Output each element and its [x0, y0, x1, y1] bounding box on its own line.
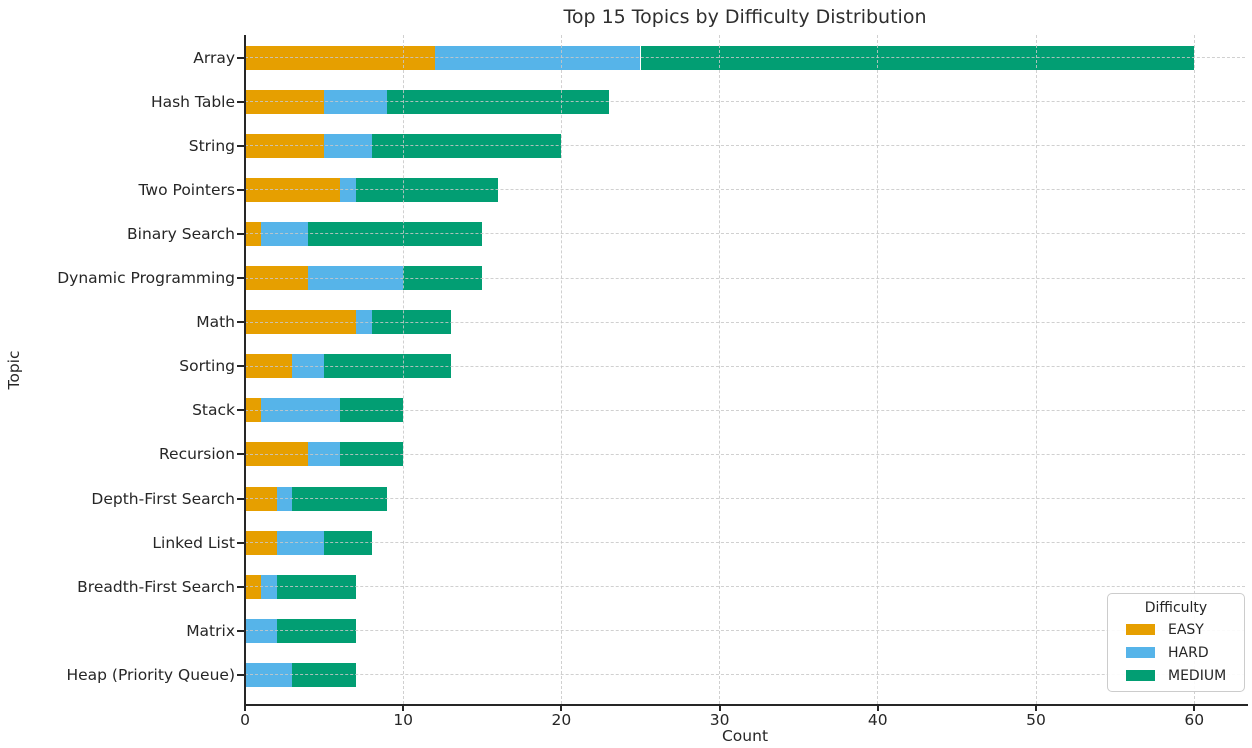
y-tick-label: String: [188, 136, 235, 155]
y-tick-label: Linked List: [152, 533, 235, 552]
y-tick-label: Recursion: [158, 445, 235, 464]
x-gridline: [1035, 35, 1037, 704]
x-tick-mark: [244, 704, 246, 711]
y-tick-label: Binary Search: [127, 224, 235, 243]
x-tick-label: 0: [240, 711, 250, 729]
y-gridline: [245, 542, 1245, 544]
x-tick-mark: [876, 704, 879, 711]
legend-title: Difficulty: [1144, 600, 1208, 616]
legend-swatch-hard: [1126, 647, 1155, 658]
legend-entry-hard: HARD: [1108, 641, 1244, 664]
y-tick-mark: [237, 409, 244, 412]
y-gridline: [245, 145, 1245, 147]
y-gridline: [245, 674, 1245, 676]
x-tick-mark: [1193, 704, 1196, 711]
y-tick-mark: [237, 232, 244, 235]
y-tick-label: Breadth-First Search: [77, 577, 235, 596]
legend-swatch-medium: [1126, 670, 1155, 681]
y-tick-label: Two Pointers: [138, 180, 235, 199]
y-tick-label: Sorting: [179, 357, 235, 376]
x-tick-label: 40: [867, 711, 888, 729]
x-tick-label: 30: [709, 711, 730, 729]
y-gridline: [245, 365, 1245, 367]
x-gridline: [1193, 35, 1195, 704]
y-tick-mark: [237, 321, 244, 324]
y-tick-label: Hash Table: [150, 92, 235, 111]
y-tick-label: Array: [193, 48, 235, 67]
y-tick-mark: [237, 673, 244, 676]
y-tick-mark: [237, 56, 244, 59]
y-gridline: [245, 498, 1245, 499]
legend-label: HARD: [1168, 644, 1209, 661]
y-tick-mark: [237, 188, 244, 191]
y-gridline: [245, 57, 1245, 58]
legend-swatch-easy: [1126, 624, 1155, 635]
legend-label: MEDIUM: [1168, 667, 1227, 684]
x-tick-mark: [1035, 704, 1037, 711]
x-tick-mark: [718, 704, 721, 711]
y-gridline: [245, 101, 1245, 103]
x-axis-label: Count: [721, 727, 769, 745]
y-tick-label: Stack: [192, 401, 235, 420]
x-tick-label: 20: [551, 711, 572, 729]
y-gridline: [245, 630, 1245, 632]
x-gridline: [560, 35, 562, 704]
y-gridline: [245, 586, 1245, 588]
x-tick-mark: [402, 704, 405, 711]
y-tick-mark: [237, 277, 244, 279]
y-tick-mark: [237, 100, 244, 103]
legend-entry-medium: MEDIUM: [1108, 664, 1244, 687]
y-gridline: [245, 277, 1245, 279]
legend-items: EASY HARD MEDIUM: [1108, 618, 1244, 687]
x-tick-label: 60: [1184, 711, 1205, 729]
y-tick-mark: [237, 365, 244, 368]
x-gridline: [719, 35, 721, 704]
x-tick-mark: [560, 704, 563, 711]
y-tick-label: Math: [196, 313, 235, 332]
legend-entry-easy: EASY: [1108, 618, 1244, 641]
x-gridline: [402, 35, 404, 704]
x-tick-label: 10: [393, 711, 414, 729]
y-gridline: [245, 453, 1245, 455]
y-gridline: [245, 409, 1245, 411]
legend-label: EASY: [1168, 621, 1204, 638]
y-axis-spine: [244, 35, 246, 706]
x-gridline: [877, 35, 879, 704]
y-gridline: [245, 233, 1245, 235]
x-tick-label: 50: [1026, 711, 1046, 729]
y-tick-label: Matrix: [186, 621, 235, 640]
y-tick-label: Dynamic Programming: [57, 269, 235, 287]
y-tick-mark: [237, 497, 244, 500]
y-tick-mark: [237, 629, 244, 632]
x-axis-spine: [244, 704, 1248, 706]
y-tick-mark: [237, 541, 244, 544]
y-tick-label: Heap (Priority Queue): [66, 665, 235, 684]
y-tick-mark: [237, 453, 244, 456]
legend: Difficulty EASY HARD MEDIUM: [1107, 593, 1245, 692]
y-tick-mark: [237, 585, 244, 588]
y-gridline: [245, 189, 1245, 191]
chart-title: Top 15 Topics by Difficulty Distribution: [563, 6, 927, 28]
y-tick-label: Depth-First Search: [91, 489, 235, 508]
y-gridline: [245, 321, 1245, 323]
y-tick-mark: [237, 144, 244, 147]
